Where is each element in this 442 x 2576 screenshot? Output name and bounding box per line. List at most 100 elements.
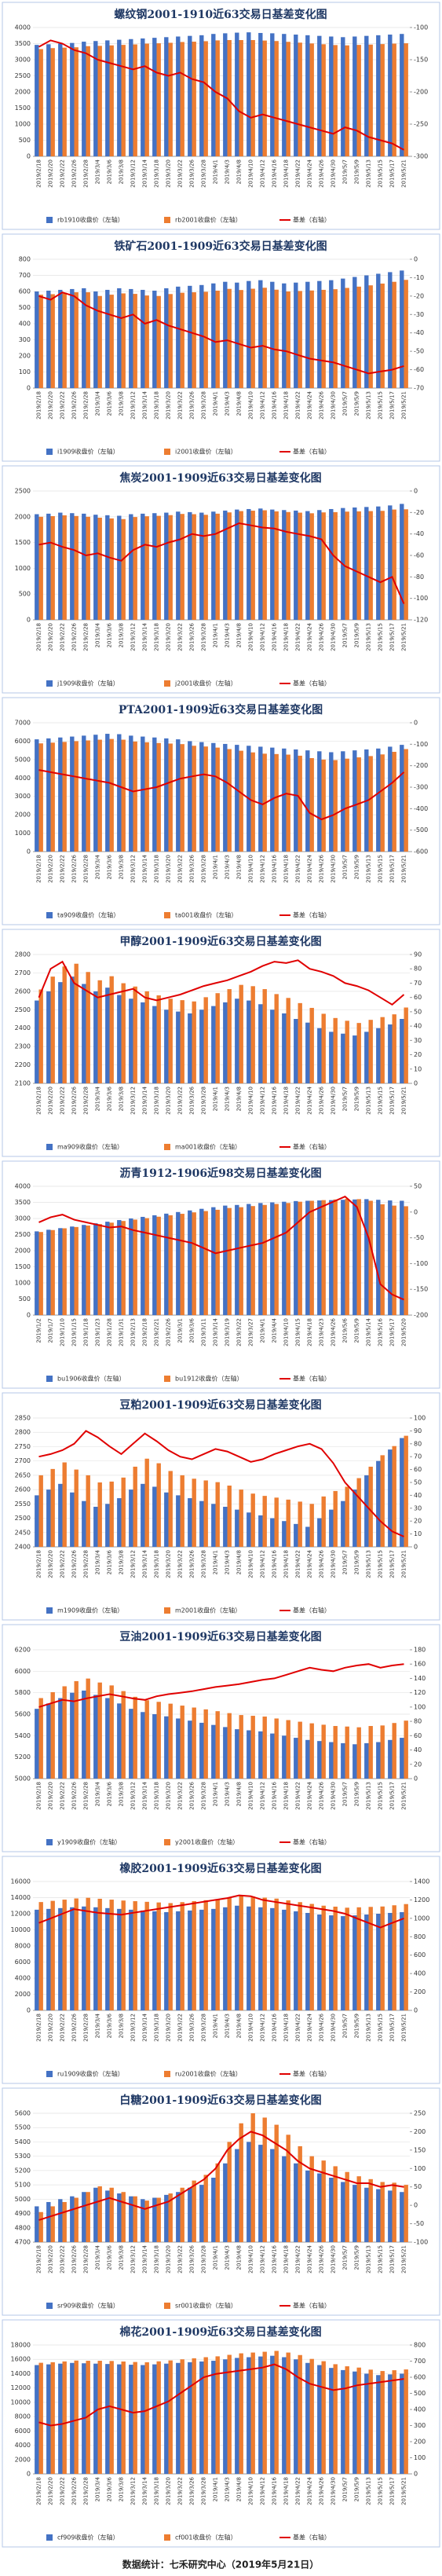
x-tick-label: 2019/2/26 (71, 1781, 78, 1809)
legend-label: sr909收盘价（左轴） (57, 2302, 119, 2310)
x-tick-label: 2019/3/28 (201, 2477, 207, 2505)
bar (223, 743, 228, 852)
bar (329, 36, 334, 157)
legend-swatch (46, 1376, 53, 1382)
x-tick-label: 2019/2/22 (60, 623, 66, 651)
bar (270, 509, 275, 620)
y2-tick-label: -30 (414, 311, 424, 318)
y2-tick-label: 20 (414, 1518, 422, 1525)
x-tick-label: 2019/3/6 (107, 2476, 113, 2501)
bar (400, 745, 404, 852)
bar (211, 2361, 216, 2474)
y-tick-label: 500 (19, 591, 31, 598)
bar (380, 1017, 385, 1083)
y-tick-label: 2300 (15, 1043, 31, 1050)
bar (144, 43, 149, 156)
x-tick-label: 2019/3/4 (95, 2013, 101, 2038)
x-tick-label: 2019/4/18 (283, 2245, 290, 2274)
y-tick-label: 2500 (15, 1515, 31, 1522)
bar (38, 295, 43, 388)
x-tick-label: 2019/3/8 (119, 2477, 125, 2501)
bar (282, 2357, 287, 2474)
bar (286, 511, 290, 620)
bar (329, 1200, 334, 1315)
bar (250, 986, 255, 1083)
x-tick-label: 2019/5/20 (401, 1318, 407, 1347)
bar (46, 738, 51, 852)
y-tick-label: 16000 (11, 1878, 31, 1885)
panel (2, 2, 440, 230)
bar (400, 1438, 404, 1547)
y2-tick-label: -70 (414, 385, 424, 392)
bar (50, 48, 55, 156)
bar (129, 1709, 133, 1779)
bar (105, 1504, 110, 1547)
bar (156, 43, 161, 157)
y2-tick-label: 140 (414, 1675, 426, 1682)
bar (227, 2354, 232, 2474)
bar (388, 1024, 393, 1083)
bar (164, 1716, 169, 1779)
bar (400, 270, 404, 388)
bar (82, 1906, 86, 2010)
bar (247, 32, 251, 157)
bar (93, 1695, 98, 1779)
x-tick-label: 2019/2/22 (60, 2477, 66, 2505)
x-tick-label: 2019/4/8 (236, 159, 243, 184)
y2-tick-label: 30 (414, 1504, 422, 1512)
bar (133, 1901, 137, 2010)
bar (333, 1906, 338, 2010)
bar (247, 280, 251, 388)
y2-tick-label: -150 (414, 57, 428, 64)
legend-swatch (164, 1839, 170, 1845)
x-tick-label: 2019/4/16 (272, 854, 278, 882)
x-tick-label: 2019/5/13 (366, 159, 372, 188)
x-tick-label: 2019/2/20 (48, 2245, 54, 2274)
bar (239, 1207, 243, 1315)
bar (152, 2197, 157, 2242)
bar (117, 288, 122, 388)
bar (180, 1902, 184, 2010)
y2-tick-label: 1000 (414, 1915, 429, 1922)
x-tick-label: 2019/5/15 (378, 623, 384, 651)
x-tick-label: 2019/4/10 (248, 391, 254, 420)
bar (329, 1031, 334, 1083)
bar (180, 1706, 184, 1779)
bar (333, 760, 338, 852)
bar (353, 1490, 357, 1547)
legend-label: i1909收盘价（左轴） (57, 448, 119, 456)
x-tick-label: 2019/3/18 (154, 2245, 160, 2274)
x-tick-label: 2019/4/10 (248, 855, 254, 883)
bar (105, 515, 110, 620)
bar (211, 1207, 216, 1315)
bar (329, 1742, 334, 1779)
bar (400, 1911, 404, 2010)
x-tick-label: 2019/2/20 (48, 159, 54, 188)
legend-label: 基差（右轴） (293, 1838, 331, 1846)
bar (215, 1899, 220, 2010)
y-tick-label: 2000 (15, 812, 31, 819)
bar (404, 1720, 408, 1779)
x-tick-label: 2019/5/13 (366, 1086, 372, 1115)
x-tick-label: 2019/4/12 (260, 1086, 266, 1115)
bar (180, 1000, 184, 1083)
bar (274, 994, 279, 1083)
bar (258, 2145, 263, 2242)
bar (50, 742, 55, 852)
y-tick-label: 4000 (15, 1183, 31, 1190)
y-tick-label: 2850 (15, 1415, 31, 1422)
bar (223, 2163, 228, 2242)
bar (364, 1915, 369, 2010)
panel (2, 697, 440, 925)
bar (400, 2192, 404, 2242)
x-tick-label: 2019/3/18 (154, 623, 160, 651)
panel (2, 929, 440, 1157)
x-tick-label: 2019/5/15 (378, 1550, 384, 1578)
x-tick-label: 2019/4/16 (272, 159, 278, 187)
bar (168, 294, 173, 388)
bar (152, 2364, 157, 2474)
bar (105, 988, 110, 1083)
bar (223, 1907, 228, 2010)
bar (188, 1210, 192, 1315)
x-tick-label: 2019/3/18 (154, 391, 160, 420)
